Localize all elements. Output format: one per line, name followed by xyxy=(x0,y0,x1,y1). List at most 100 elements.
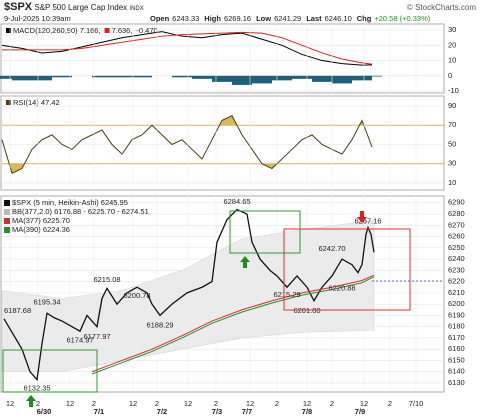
histogram-bar xyxy=(292,75,312,79)
x-date-label: 7/9 xyxy=(355,407,365,416)
histogram-bar xyxy=(112,75,132,78)
price-annotation: 6284.65 xyxy=(223,197,250,206)
x-tick-label: 2 xyxy=(214,399,218,408)
down-arrow xyxy=(357,211,367,223)
annotation-box xyxy=(283,228,411,311)
series-line xyxy=(1,31,373,66)
quote-value: 6246.10 xyxy=(324,14,352,23)
price-annotation: 6200.78 xyxy=(123,291,150,300)
x-tick-label: 12 xyxy=(66,399,74,408)
exchange: INDX xyxy=(129,6,144,12)
price-annotation: 6188.29 xyxy=(146,320,173,329)
y-tick-label: 30 xyxy=(448,25,456,34)
panel-frame xyxy=(0,95,445,191)
price-annotation: 6215.08 xyxy=(93,275,120,284)
legend-swatch xyxy=(6,28,11,33)
series-line xyxy=(91,276,375,375)
quote-line: 9-Jul-2025 10:39am Open 6243.33 High 6269.1… xyxy=(4,14,476,23)
series-line xyxy=(2,31,373,65)
y-tick-label: 70 xyxy=(448,120,456,129)
x-tick-label: 12 xyxy=(129,399,137,408)
histogram-bar xyxy=(12,75,32,81)
x-date-label: 7/8 xyxy=(302,407,312,416)
histogram-bar xyxy=(362,75,382,77)
x-tick-label: 2 xyxy=(330,399,334,408)
legend-swatch xyxy=(4,218,10,224)
y-tick-label: 6240 xyxy=(448,254,465,263)
quote-value: 6241.29 xyxy=(274,14,302,23)
quote-label: Low xyxy=(256,14,272,23)
quote-value: +20.58 (+0.33%) xyxy=(374,14,431,23)
index-name: S&P 500 Large Cap Index xyxy=(34,3,128,12)
quote-label: High xyxy=(204,14,221,23)
y-tick-label: 6230 xyxy=(448,265,465,274)
quote-value: 6269.16 xyxy=(223,14,252,23)
price-annotation: 6174.97 xyxy=(66,335,93,344)
x-date-label: 7/2 xyxy=(157,407,167,416)
y-tick-label: 6210 xyxy=(448,288,465,297)
histogram-bar xyxy=(172,75,192,78)
price-annotation: 6220.88 xyxy=(328,284,355,293)
y-tick-label: -10 xyxy=(448,86,459,95)
y-tick-label: 6130 xyxy=(448,378,465,387)
price-annotation: 6267.16 xyxy=(354,216,381,225)
legend-label: MACD(120,260,90) 7.166, xyxy=(13,26,101,35)
quote-value: 6243.33 xyxy=(172,14,200,23)
y-tick-label: 10 xyxy=(448,178,456,187)
y-tick-label: 6280 xyxy=(448,209,465,218)
y-tick-label: 6150 xyxy=(448,355,465,364)
legend-label: RSI(14) 47.42 xyxy=(13,98,60,107)
x-date-label: 7/1 xyxy=(94,407,104,416)
x-tick-label: 7/10 xyxy=(409,399,424,408)
histogram-bar xyxy=(232,75,252,85)
x-tick-label: 2 xyxy=(155,399,159,408)
y-tick-label: 90 xyxy=(448,101,456,110)
series-line xyxy=(1,114,373,175)
x-tick-label: 12 xyxy=(6,399,14,408)
price-annotation: 6242.70 xyxy=(318,244,345,253)
histogram-bar xyxy=(212,75,232,82)
histogram-bar xyxy=(52,75,72,78)
legend-swatch xyxy=(104,28,110,33)
price-annotation: 6132.35 xyxy=(23,383,50,392)
x-date-label: 7/3 xyxy=(212,407,222,416)
y-tick-label: 6190 xyxy=(448,310,465,319)
legend-label: 7.636, xyxy=(112,26,133,35)
histogram-bar xyxy=(92,75,112,78)
legend-label: -0.470 xyxy=(136,26,157,35)
quote-label: Open xyxy=(150,14,170,23)
y-tick-label: 6270 xyxy=(448,220,465,229)
x-tick-label: 12 xyxy=(303,399,311,408)
copyright: © StockCharts.com xyxy=(406,3,476,12)
histogram-bar xyxy=(352,75,372,81)
histogram-bar xyxy=(252,75,272,84)
histogram-bar xyxy=(272,75,292,81)
legend-label: BB(377,2.0) 6176.88 - 6225.70 - 6274.51 xyxy=(12,207,149,216)
x-tick-label: 2 xyxy=(36,399,40,408)
price-annotation: 6187.68 xyxy=(4,306,31,315)
legend-label: MA(377) 6225.70 xyxy=(12,216,70,225)
y-tick-label: 6160 xyxy=(448,344,465,353)
y-tick-label: 6140 xyxy=(448,367,465,376)
quote-label: Chg xyxy=(356,14,372,23)
legend-swatch xyxy=(6,100,11,105)
bollinger-band xyxy=(1,219,375,373)
legend-swatch xyxy=(4,209,10,215)
quote: Open 6243.33 High 6269.16 Low 6241.29 Last 6246… xyxy=(150,14,435,23)
up-arrow xyxy=(240,256,250,268)
annotation-box xyxy=(229,210,301,254)
histogram-bar xyxy=(0,75,12,79)
annotation-box xyxy=(2,349,98,393)
quote-label: Last xyxy=(306,14,322,23)
legend-label: MA(390) 6224.36 xyxy=(12,225,70,234)
histogram-bar xyxy=(312,75,332,82)
header-line: $SPX S&P 500 Large Cap Index INDX © Stoc… xyxy=(4,1,476,13)
price-annotation: 6177.97 xyxy=(83,332,110,341)
x-date-label: 7/7 xyxy=(242,407,252,416)
x-tick-label: 2 xyxy=(275,399,279,408)
y-tick-label: 20 xyxy=(448,40,456,49)
price-annotation: 6195.34 xyxy=(33,297,60,306)
x-tick-label: 2 xyxy=(388,399,392,408)
histogram-bar xyxy=(192,75,212,79)
